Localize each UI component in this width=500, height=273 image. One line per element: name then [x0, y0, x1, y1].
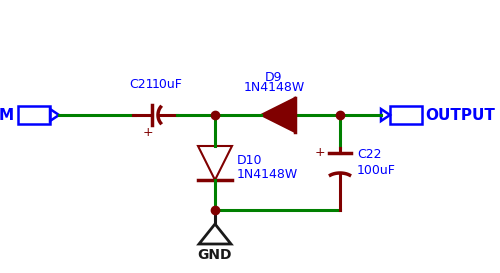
Text: 1N4148W: 1N4148W	[237, 168, 298, 182]
Text: +: +	[314, 147, 325, 159]
Text: +: +	[142, 126, 154, 139]
Bar	[390, 106, 422, 124]
Text: OUTPUT: OUTPUT	[425, 108, 495, 123]
Text: D10: D10	[237, 155, 262, 168]
Text: C22: C22	[357, 149, 382, 162]
Text: 10uF: 10uF	[152, 78, 182, 91]
Polygon shape	[261, 98, 295, 132]
Text: 1N4148W: 1N4148W	[244, 81, 304, 94]
Text: PWM: PWM	[0, 108, 15, 123]
Text: D9: D9	[265, 71, 283, 84]
Text: C21: C21	[129, 78, 153, 91]
Text: GND: GND	[198, 248, 232, 262]
Text: 100uF: 100uF	[357, 165, 396, 177]
Bar	[18, 106, 50, 124]
